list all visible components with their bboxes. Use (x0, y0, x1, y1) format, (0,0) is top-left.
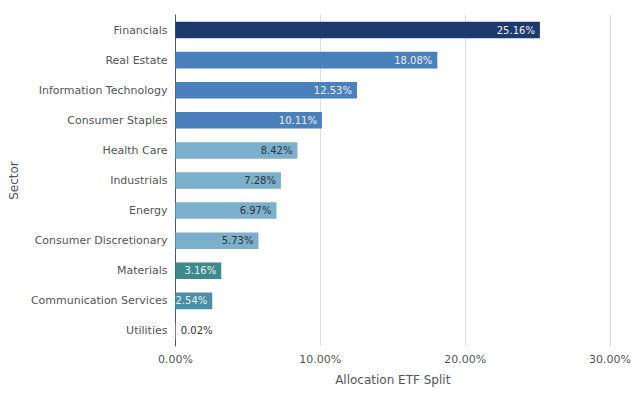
svg-text:7.28%: 7.28% (244, 175, 276, 186)
svg-text:10.11%: 10.11% (279, 115, 317, 126)
svg-text:20.00%: 20.00% (444, 353, 486, 366)
svg-text:0.02%: 0.02% (181, 325, 213, 336)
svg-text:Utilities: Utilities (126, 324, 168, 337)
svg-text:Sector: Sector (7, 161, 21, 200)
svg-text:Health Care: Health Care (102, 144, 167, 157)
svg-text:12.53%: 12.53% (314, 85, 352, 96)
svg-text:10.00%: 10.00% (299, 353, 341, 366)
svg-text:25.16%: 25.16% (497, 25, 535, 36)
svg-text:Information Technology: Information Technology (39, 84, 168, 97)
svg-text:6.97%: 6.97% (240, 205, 272, 216)
svg-text:Materials: Materials (117, 264, 168, 277)
svg-text:8.42%: 8.42% (261, 145, 293, 156)
svg-text:Communication Services: Communication Services (31, 294, 168, 307)
svg-text:5.73%: 5.73% (222, 235, 254, 246)
svg-text:Industrials: Industrials (110, 174, 168, 187)
svg-text:3.16%: 3.16% (184, 265, 216, 276)
svg-text:Allocation ETF Split: Allocation ETF Split (335, 373, 451, 387)
svg-text:30.00%: 30.00% (589, 353, 631, 366)
svg-text:18.08%: 18.08% (394, 55, 432, 66)
svg-text:Consumer Discretionary: Consumer Discretionary (35, 234, 168, 247)
svg-text:Consumer Staples: Consumer Staples (67, 114, 167, 127)
svg-text:Financials: Financials (114, 24, 168, 37)
svg-text:Energy: Energy (129, 204, 168, 217)
svg-text:Real Estate: Real Estate (105, 54, 167, 67)
svg-text:0.00%: 0.00% (158, 353, 193, 366)
svg-text:2.54%: 2.54% (175, 295, 207, 306)
